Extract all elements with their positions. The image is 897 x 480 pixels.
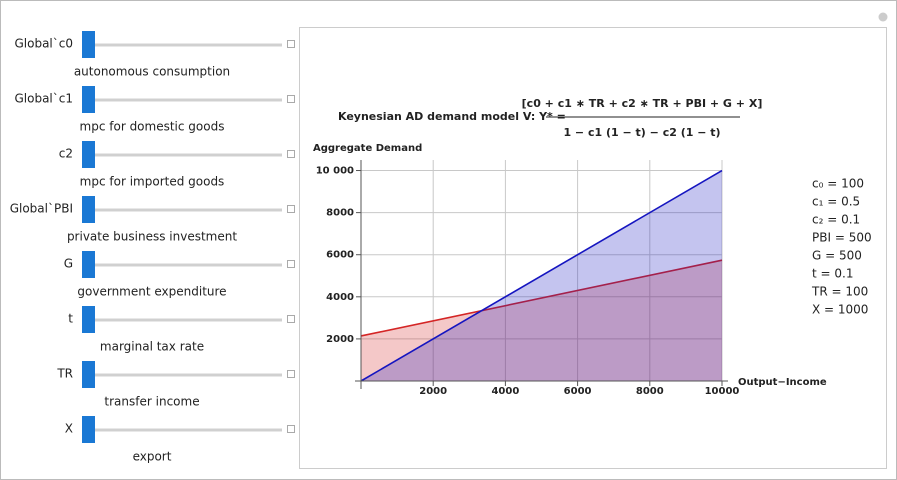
- control-description: autonomous consumption: [74, 65, 230, 79]
- slider-thumb[interactable]: [82, 196, 95, 223]
- y-tick-label: 10 000: [316, 166, 354, 177]
- expand-button[interactable]: [287, 150, 295, 158]
- x-tick-label: 6000: [564, 386, 592, 397]
- parameter-readout: t = 0.1: [812, 267, 853, 281]
- control-description: mpc for imported goods: [80, 175, 225, 189]
- slider-thumb[interactable]: [82, 416, 95, 443]
- control-label: Global`PBI: [10, 202, 73, 216]
- parameter-readout: c₂ = 0.1: [812, 213, 860, 227]
- expand-button[interactable]: [287, 205, 295, 213]
- control-description: marginal tax rate: [100, 340, 204, 354]
- control-label: Global`c0: [14, 37, 73, 51]
- line: [360, 259, 723, 337]
- control-description: mpc for domestic goods: [80, 120, 225, 134]
- control-description: transfer income: [104, 395, 199, 409]
- control-label: t: [68, 312, 73, 326]
- formula-numerator: [c0 + c1 ∗ TR + c2 ∗ TR + PBI + G + X]: [522, 97, 763, 110]
- slider-thumb[interactable]: [82, 306, 95, 333]
- slider-thumb[interactable]: [82, 86, 95, 113]
- control-description: government expenditure: [77, 285, 226, 299]
- plot-panel: [299, 27, 887, 469]
- line: [360, 169, 723, 382]
- control-description: export: [133, 450, 172, 464]
- parameter-readout: c₀ = 100: [812, 177, 864, 191]
- control-label: TR: [56, 367, 73, 381]
- expand-button[interactable]: [287, 95, 295, 103]
- x-tick-label: 2000: [419, 386, 447, 397]
- parameter-readout: X = 1000: [812, 303, 868, 317]
- control-label: Global`c1: [14, 92, 73, 106]
- formula-denominator: 1 − c1 (1 − t) − c2 (1 − t): [563, 126, 720, 139]
- y-tick-label: 4000: [326, 292, 354, 303]
- y-tick-label: 6000: [326, 250, 354, 261]
- slider-thumb[interactable]: [82, 251, 95, 278]
- y-axis-label: Aggregate Demand: [313, 143, 422, 154]
- parameter-readout: TR = 100: [811, 285, 868, 299]
- parameter-readout: G = 500: [812, 249, 862, 263]
- slider-thumb[interactable]: [82, 141, 95, 168]
- slider-thumb[interactable]: [82, 361, 95, 388]
- expand-button[interactable]: [287, 40, 295, 48]
- y-tick-label: 2000: [326, 334, 354, 345]
- control-description: private business investment: [67, 230, 237, 244]
- x-tick-label: 8000: [636, 386, 664, 397]
- slider-thumb[interactable]: [82, 31, 95, 58]
- control-label: G: [64, 257, 73, 271]
- control-label: c2: [59, 147, 73, 161]
- x-tick-label: 10000: [705, 386, 740, 397]
- parameter-readout: PBI = 500: [812, 231, 872, 245]
- expand-button[interactable]: [287, 425, 295, 433]
- x-axis-label: Output−Income: [738, 377, 827, 388]
- area: [361, 260, 722, 381]
- chart-title: Keynesian AD demand model V: Y* =: [338, 110, 566, 123]
- parameter-readout: c₁ = 0.5: [812, 195, 860, 209]
- expand-button[interactable]: [287, 315, 295, 323]
- expand-button[interactable]: [287, 260, 295, 268]
- expand-button[interactable]: [287, 370, 295, 378]
- y-tick-label: 8000: [326, 208, 354, 219]
- control-label: X: [65, 422, 73, 436]
- x-tick-label: 4000: [491, 386, 519, 397]
- close-button[interactable]: [878, 12, 888, 22]
